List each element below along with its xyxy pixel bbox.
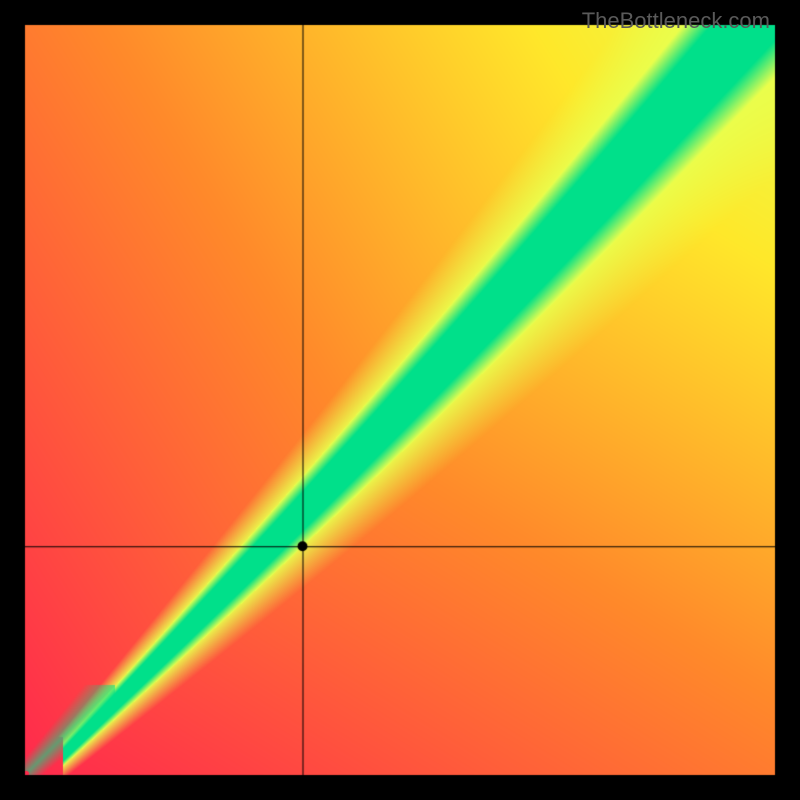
bottleneck-heatmap [0,0,800,800]
watermark-text: TheBottleneck.com [582,8,770,34]
